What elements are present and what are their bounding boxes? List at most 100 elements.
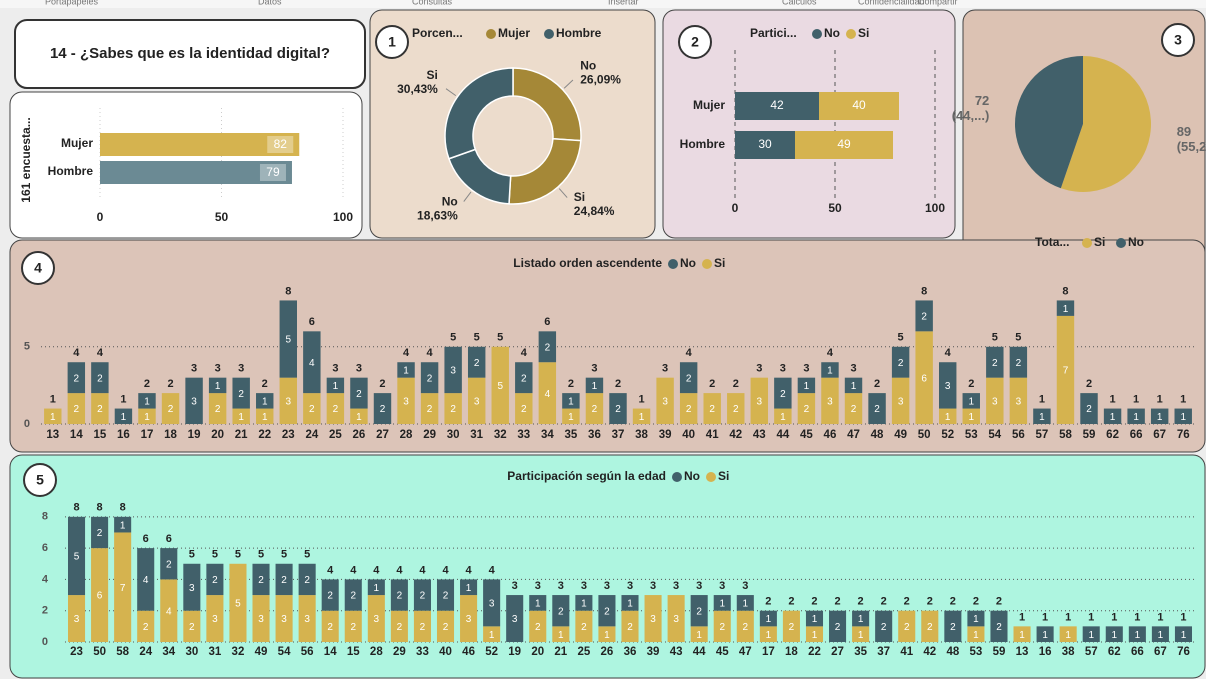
bar-segment: [735, 92, 819, 120]
x-tick-label: 52: [485, 646, 498, 658]
total-label: 5: [258, 549, 264, 561]
bar-segment: [114, 532, 132, 642]
bar-segment: [852, 610, 870, 627]
category-label: Mujer: [693, 98, 725, 112]
total-label: 2: [973, 596, 979, 608]
segment-label: 2: [535, 622, 541, 633]
x-tick-label: 66: [1130, 429, 1143, 441]
bar-segment: [1127, 408, 1145, 424]
pie-slice: [1060, 56, 1151, 192]
x-tick-label: 32: [232, 646, 245, 658]
total-label: 3: [627, 580, 633, 592]
badge-label: 1: [388, 34, 396, 50]
segment-label: 2: [327, 591, 333, 602]
bar-segment: [467, 377, 486, 424]
x-tick-label: 35: [564, 429, 577, 441]
total-label: 5: [1015, 332, 1021, 344]
total-label: 5: [992, 332, 998, 344]
data-label: 30: [758, 137, 772, 151]
segment-label: 2: [780, 389, 786, 400]
bar-segment: [397, 362, 415, 378]
legend-label: Mujer: [498, 26, 530, 40]
bar-segment: [782, 610, 800, 642]
x-tick-label: 25: [329, 429, 342, 441]
x-tick-label: 18: [164, 429, 177, 441]
x-tick-label: 30: [185, 646, 198, 658]
bar-segment: [326, 393, 345, 424]
segment-label: 4: [143, 575, 149, 586]
bar-segment: [1082, 626, 1100, 642]
total-label: 6: [143, 533, 149, 545]
segment-label: 2: [258, 575, 264, 586]
bar-segment: [183, 563, 201, 611]
total-label: 2: [858, 596, 864, 608]
badge-label: 5: [36, 472, 44, 488]
x-tick-label: 15: [93, 429, 106, 441]
chart-title: Tota...: [1035, 235, 1069, 249]
segment-label: Si: [574, 190, 585, 204]
total-label: 2: [765, 596, 771, 608]
ribbon-label: Datos: [258, 0, 282, 6]
bar-segment: [444, 393, 462, 424]
segment-label: 1: [333, 381, 339, 392]
bar-segment: [390, 579, 408, 611]
total-label: 6: [309, 316, 315, 328]
bar-segment: [298, 563, 316, 596]
x-tick-label: 56: [1012, 429, 1025, 441]
x-tick-label: 22: [808, 646, 821, 658]
bar-segment: [256, 408, 274, 424]
x-tick-label: 21: [235, 429, 248, 441]
bar-segment: [114, 516, 132, 533]
segment-label: 2: [921, 312, 927, 323]
segment-label: 2: [281, 575, 287, 586]
segment-label: 2: [1016, 358, 1022, 369]
x-tick-label: 67: [1154, 646, 1167, 658]
segment-label: 1: [696, 630, 702, 641]
x-tick-label: 67: [1153, 429, 1166, 441]
segment-label: 2: [835, 622, 841, 633]
bar-segment: [868, 393, 886, 424]
segment-label: 2: [304, 575, 310, 586]
total-label: 4: [373, 564, 380, 576]
x-tick-label: 48: [946, 646, 959, 658]
bar-segment: [891, 346, 910, 378]
total-label: 8: [97, 502, 103, 514]
x-tick-label: 39: [659, 429, 672, 441]
segment-label: 3: [757, 396, 763, 407]
y-axis-label: 161 encuesta...: [19, 117, 33, 202]
total-label: 1: [1157, 393, 1163, 405]
total-label: 3: [673, 580, 679, 592]
total-label: 1: [1134, 611, 1140, 623]
total-label: 5: [212, 549, 218, 561]
segment-label: 3: [1016, 396, 1022, 407]
x-tick-label: 34: [162, 646, 175, 658]
bar-segment: [444, 346, 462, 394]
segment-label: No: [442, 195, 458, 209]
segment-label: 1: [973, 630, 979, 641]
segment-label: 1: [1039, 412, 1045, 423]
x-tick-label: 76: [1177, 646, 1190, 658]
total-label: 4: [442, 564, 449, 576]
total-label: 5: [497, 332, 503, 344]
bar-segment: [1151, 626, 1169, 642]
badge: [375, 25, 409, 59]
segment-label: 3: [673, 614, 679, 625]
segment-label: 1: [374, 583, 380, 594]
bar-segment: [373, 393, 392, 424]
page-title: 14 - ¿Sabes que es la identidad digital?: [50, 45, 330, 62]
x-tick-label: 37: [612, 429, 625, 441]
bar-segment: [326, 377, 345, 394]
x-tick-label: 54: [278, 646, 291, 658]
segment-label: 2: [327, 622, 333, 633]
segment-label: 2: [592, 404, 598, 415]
total-label: 8: [73, 502, 79, 514]
total-label: 3: [662, 363, 668, 375]
total-label: 2: [733, 378, 739, 390]
total-label: 5: [898, 332, 904, 344]
legend-swatch: [1116, 238, 1126, 248]
bar-segment: [939, 362, 957, 409]
bar-segment: [1150, 408, 1169, 424]
legend-swatch: [672, 472, 682, 482]
bar-segment: [350, 377, 368, 409]
x-tick-label: 34: [541, 429, 554, 441]
